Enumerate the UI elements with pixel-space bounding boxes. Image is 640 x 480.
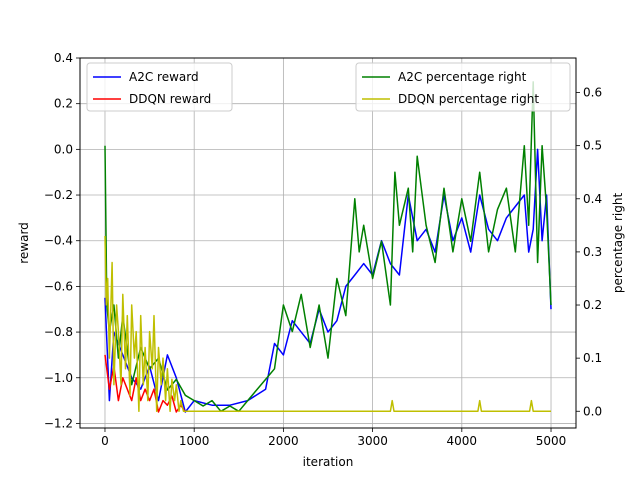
y2-tick-label: 0.1 [583,351,602,365]
y-axis-right: 0.0 0.1 0.2 0.3 0.4 0.5 0.6 [576,86,602,418]
ddqn-reward-line [104,354,186,413]
legend-label-ddqn-percentage-right: DDQN percentage right [398,92,539,106]
y2-tick-label: 0.2 [583,298,602,312]
y-tick-label: −1.2 [44,416,73,430]
y2-tick-label: 0.6 [583,86,602,100]
x-tick-label: 4000 [447,434,478,448]
y-tick-label: −0.6 [44,279,73,293]
legend-left: A2C reward DDQN reward [86,62,233,112]
y-tick-label: 0.0 [54,142,73,156]
x-axis-label: iteration [303,455,354,469]
legend-right-box [355,62,571,112]
legend-right: A2C percentage right DDQN percentage righ… [355,62,571,112]
a2c-reward-line [104,148,552,413]
y-tick-label: 0.4 [54,51,73,65]
legend-label-a2c-percentage-right: A2C percentage right [398,70,527,84]
y2-tick-label: 0.3 [583,245,602,259]
y-axis-label: reward [17,222,31,264]
x-tick-label: 2000 [268,434,299,448]
x-tick-label: 0 [101,434,109,448]
y-tick-label: −0.4 [44,234,73,248]
x-tick-label: 3000 [357,434,388,448]
y-axis-left: −1.2 −1.0 −0.8 −0.6 −0.4 −0.2 0.0 0.2 0.4 [44,51,80,430]
legend-left-box [86,62,233,112]
y2-tick-label: 0.0 [583,404,602,418]
legend-label-a2c-reward: A2C reward [129,70,199,84]
y-tick-label: −0.8 [44,325,73,339]
y-tick-label: 0.2 [54,97,73,111]
y2-axis-label: percentage right [611,193,625,294]
y2-tick-label: 0.4 [583,192,602,206]
x-tick-label: 5000 [536,434,567,448]
legend-label-ddqn-reward: DDQN reward [129,92,211,106]
x-axis: 0 1000 2000 3000 4000 5000 [101,428,566,448]
ddqn-percentage-right-line [104,235,551,413]
y-tick-label: −1.0 [44,371,73,385]
series-lines [104,81,552,413]
y-tick-label: −0.2 [44,188,73,202]
y2-tick-label: 0.5 [583,139,602,153]
plot-frame [79,57,577,429]
x-tick-label: 1000 [179,434,210,448]
